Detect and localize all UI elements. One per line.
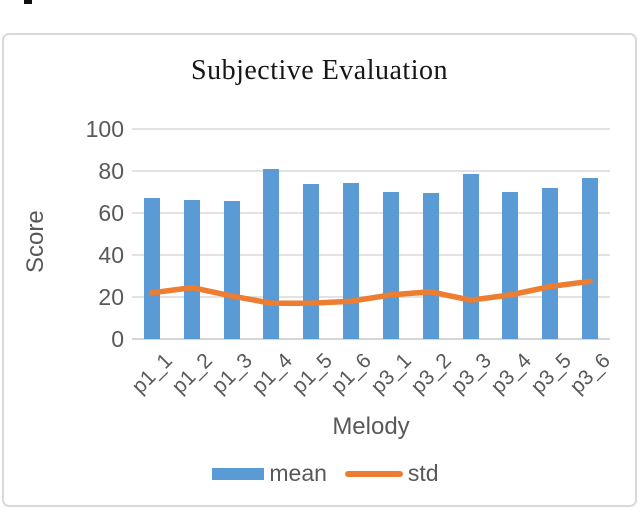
- legend-swatch-std-icon: [344, 470, 403, 477]
- line-series-std: [149, 278, 593, 307]
- gridline: [132, 254, 610, 256]
- x-tick-label-p1_2: p1_2: [167, 349, 218, 399]
- legend: mean std: [4, 460, 635, 487]
- bar-p3_5: [542, 187, 559, 339]
- gridline: [132, 212, 610, 214]
- gridline: [132, 170, 610, 172]
- y-tick-label: 100: [85, 116, 124, 142]
- x-tick-label-p3_5: p3_5: [526, 349, 576, 399]
- chart-frame: Subjective Evaluation 0 20 40 60 80 100 Score…: [2, 33, 637, 507]
- bar-p1_2: [183, 200, 200, 339]
- legend-item-mean: mean: [212, 460, 327, 487]
- bar-p3_2: [422, 193, 439, 339]
- bar-p3_4: [502, 192, 519, 339]
- x-tick-label-p1_3: p1_3: [207, 349, 257, 399]
- y-tick-label: 40: [98, 242, 124, 268]
- x-tick-label-p3_6: p3_6: [566, 349, 616, 399]
- x-tick-label-p3_4: p3_4: [486, 349, 536, 399]
- y-tick-label: 80: [98, 158, 124, 184]
- bar-p1_3: [223, 201, 240, 339]
- y-tick-label: 20: [98, 284, 124, 310]
- x-axis-title: Melody: [332, 413, 410, 440]
- cropped-text-fragment: [24, 0, 32, 4]
- std-line-path: [149, 278, 593, 307]
- bar-p3_6: [582, 178, 599, 339]
- x-tick-label-p1_5: p1_5: [287, 349, 337, 399]
- x-tick-label-p3_2: p3_2: [406, 349, 457, 399]
- legend-swatch-mean-icon: [212, 467, 265, 480]
- gridline: [132, 338, 610, 340]
- bar-p1_4: [263, 168, 280, 339]
- gridline: [132, 128, 610, 130]
- x-tick-label-p1_4: p1_4: [247, 349, 297, 399]
- chart-title: Subjective Evaluation: [191, 55, 448, 86]
- x-tick-label-p1_6: p1_6: [327, 349, 377, 399]
- bar-p1_1: [143, 198, 160, 339]
- bar-p1_5: [303, 183, 320, 339]
- legend-item-std: std: [344, 460, 439, 487]
- legend-label-std: std: [407, 460, 439, 486]
- x-tick-label-p3_3: p3_3: [446, 349, 496, 399]
- plot-area: [132, 128, 610, 340]
- x-tick-label-p3_1: p3_1: [366, 349, 417, 399]
- x-tick-label-p1_1: p1_1: [127, 349, 178, 399]
- bar-p3_1: [382, 192, 399, 339]
- y-tick-label: 60: [98, 200, 124, 226]
- legend-label-mean: mean: [269, 460, 327, 486]
- y-tick-label: 0: [111, 326, 124, 352]
- y-axis-title: Score: [22, 210, 49, 273]
